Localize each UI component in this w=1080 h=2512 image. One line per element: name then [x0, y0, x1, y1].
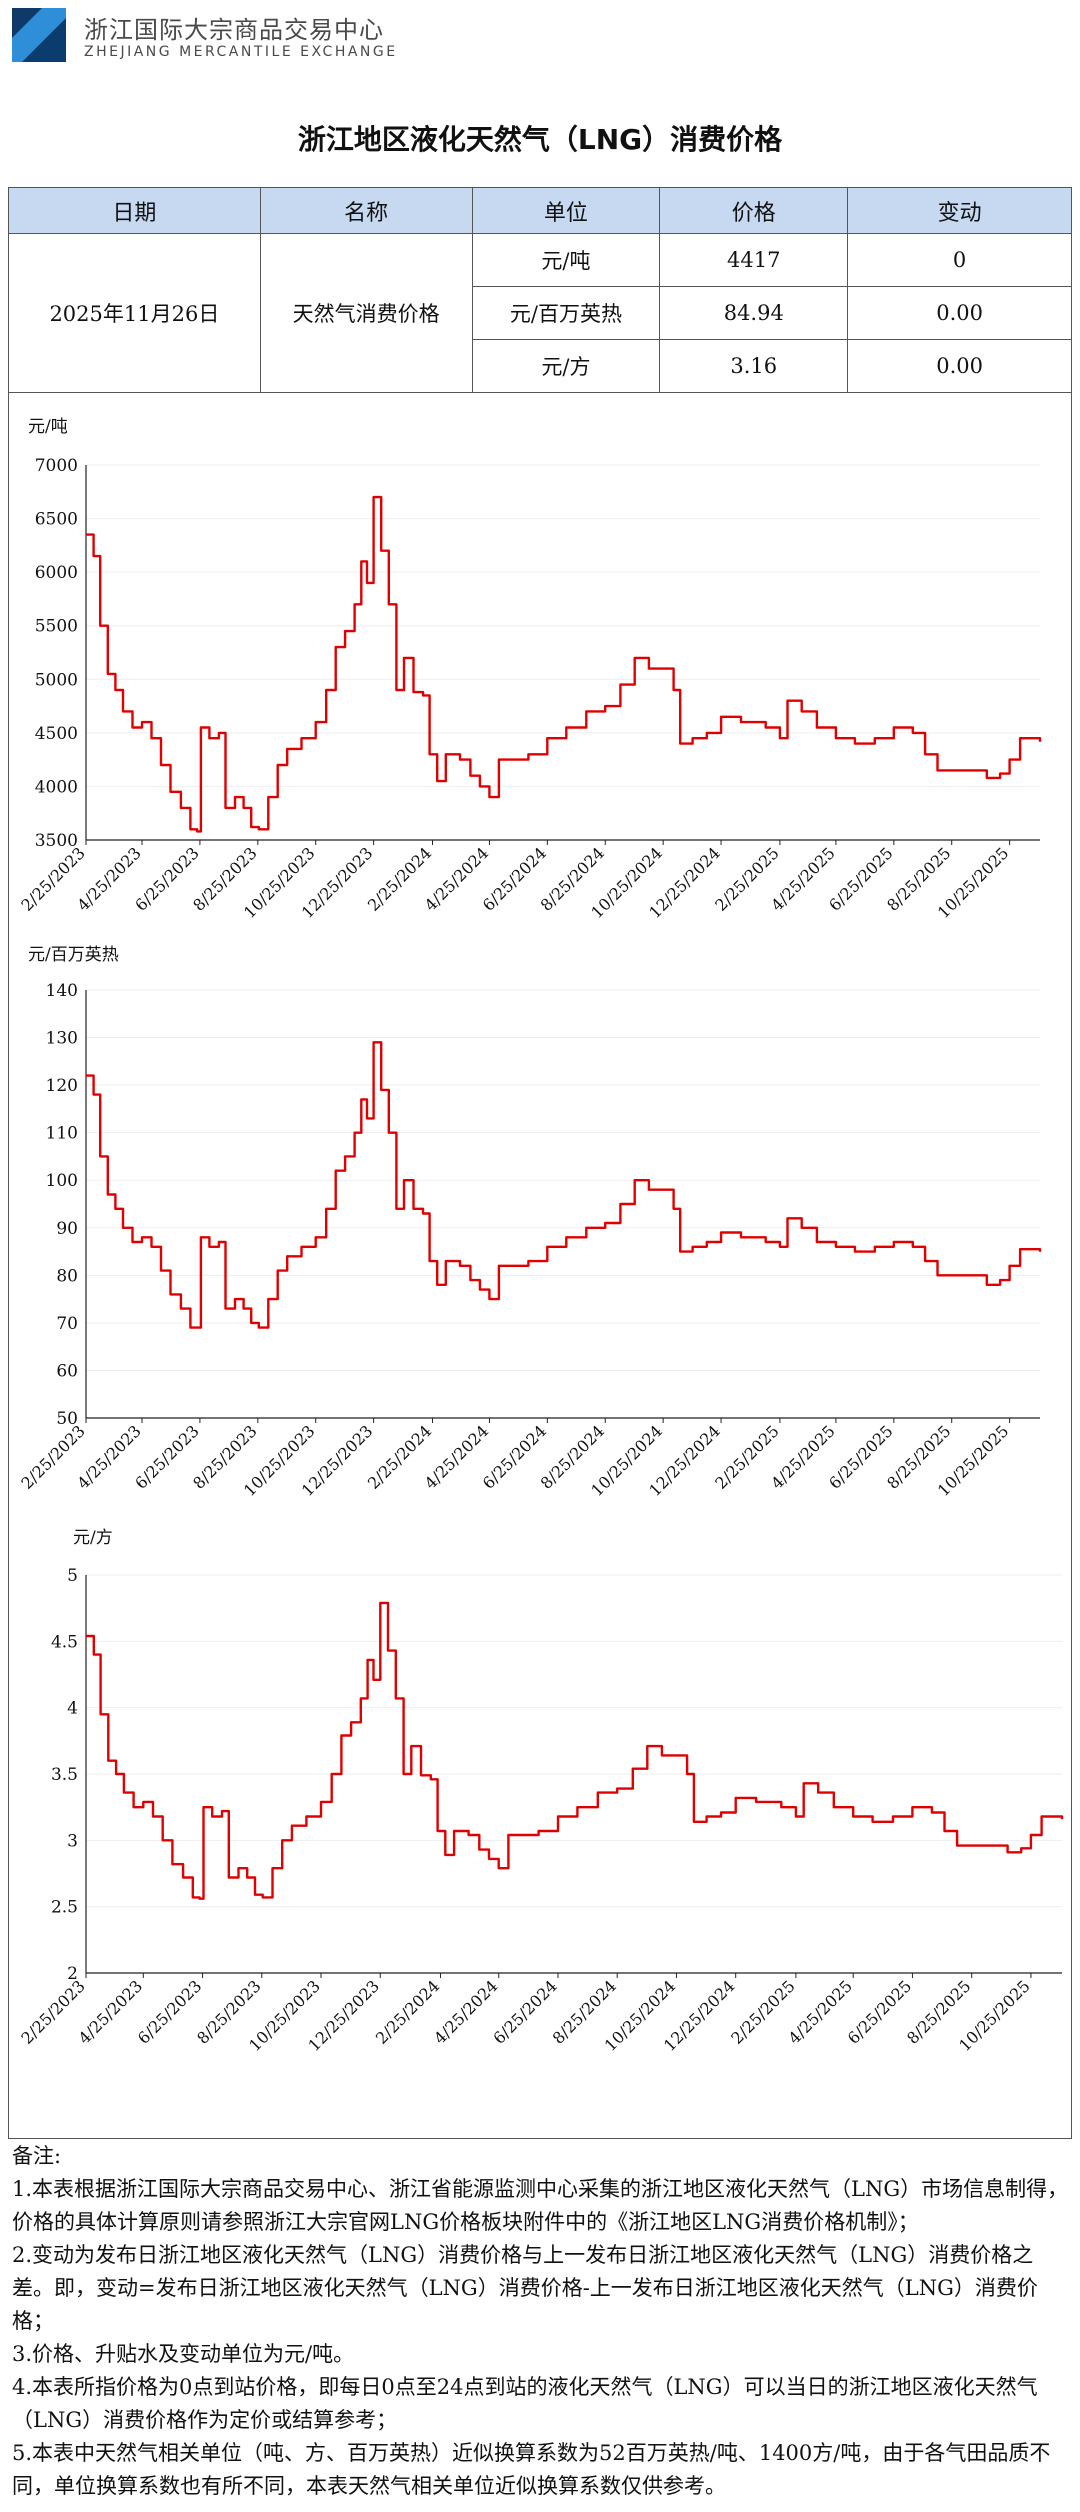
- y-tick-label: 3500: [35, 831, 78, 851]
- y-tick-label: 4500: [35, 724, 78, 744]
- y-axis-label: 元/百万英热: [28, 945, 119, 965]
- header-change: 变动: [847, 187, 1072, 234]
- price-chart-mmbtu: 5060708090100110120130140元/百万英热2/25/2023…: [17, 945, 1042, 1500]
- price-table-header: 日期 名称 单位 价格 变动: [8, 187, 1072, 234]
- y-tick-label: 4.5: [51, 1632, 78, 1652]
- y-tick-label: 140: [46, 981, 78, 1001]
- y-tick-label: 80: [56, 1266, 78, 1286]
- table-row: 元/百万英热 84.94 0.00: [9, 286, 1072, 340]
- y-tick-label: 5000: [35, 670, 78, 690]
- table-row: 元/方 3.16 0.00: [9, 339, 1072, 393]
- y-tick-label: 2: [67, 1964, 78, 1984]
- y-tick-label: 7000: [35, 456, 78, 476]
- exchange-logo-icon: [12, 8, 66, 62]
- y-tick-label: 110: [46, 1124, 78, 1144]
- header: 浙江国际大宗商品交易中心 ZHEJIANG MERCANTILE EXCHANG…: [0, 0, 1080, 90]
- y-tick-label: 6500: [35, 510, 78, 530]
- notes: 备注: 1.本表根据浙江国际大宗商品交易中心、浙江省能源监测中心采集的浙江地区液…: [12, 2140, 1072, 2503]
- header-unit: 单位: [471, 187, 661, 234]
- y-axis-label: 元/吨: [28, 417, 68, 437]
- note-item: 1.本表根据浙江国际大宗商品交易中心、浙江省能源监测中心采集的浙江地区液化天然气…: [12, 2177, 1069, 2234]
- note-item: 3.价格、升贴水及变动单位为元/吨。: [12, 2342, 355, 2366]
- cell-unit: 元/吨: [471, 233, 661, 287]
- y-tick-label: 60: [56, 1361, 78, 1381]
- y-tick-label: 3.5: [51, 1765, 78, 1785]
- cell-unit: 元/百万英热: [471, 286, 661, 340]
- price-series-line: [86, 1601, 1064, 1900]
- note-item: 2.变动为发布日浙江地区液化天然气（LNG）消费价格与上一发布日浙江地区液化天然…: [12, 2243, 1038, 2333]
- cell-price: 3.16: [659, 339, 849, 393]
- price-table: 日期 名称 单位 价格 变动 2025年11月26日 天然气消费价格 元/吨 4…: [8, 187, 1072, 393]
- y-tick-label: 6000: [35, 563, 78, 583]
- notes-heading: 备注:: [12, 2144, 62, 2168]
- note-item: 5.本表中天然气相关单位（吨、方、百万英热）近似换算系数为52百万英热/吨、14…: [12, 2441, 1051, 2498]
- org-name-en: ZHEJIANG MERCANTILE EXCHANGE: [84, 44, 398, 60]
- cell-change: 0: [847, 233, 1072, 287]
- table-row: 2025年11月26日 天然气消费价格 元/吨 4417 0: [8, 233, 1072, 393]
- y-tick-label: 50: [56, 1409, 78, 1429]
- y-tick-label: 5: [67, 1566, 78, 1586]
- y-tick-label: 4000: [35, 777, 78, 797]
- y-tick-label: 70: [56, 1314, 78, 1334]
- y-tick-label: 4: [67, 1699, 78, 1719]
- page-title: 浙江地区液化天然气（LNG）消费价格: [297, 123, 783, 156]
- y-tick-label: 90: [56, 1219, 78, 1239]
- cell-name: 天然气消费价格: [259, 233, 473, 393]
- y-tick-label: 130: [46, 1029, 78, 1049]
- y-tick-label: 100: [46, 1171, 78, 1191]
- header-date: 日期: [8, 187, 261, 234]
- cell-unit: 元/方: [471, 339, 661, 393]
- y-tick-label: 120: [46, 1076, 78, 1096]
- y-tick-label: 2.5: [51, 1898, 78, 1918]
- price-series-line: [86, 1041, 1042, 1329]
- header-name: 名称: [259, 187, 473, 234]
- org-name-cn: 浙江国际大宗商品交易中心: [84, 16, 384, 44]
- y-axis-label: 元/方: [73, 1528, 113, 1548]
- cell-change: 0.00: [847, 339, 1072, 393]
- y-tick-label: 3: [67, 1831, 78, 1851]
- cell-price: 84.94: [659, 286, 849, 340]
- price-chart-cubic: 22.533.544.55元/方2/25/20234/25/20236/25/2…: [17, 1528, 1064, 2055]
- price-chart-ton: 35004000450050005500600065007000元/吨2/25/…: [17, 417, 1042, 922]
- cell-date: 2025年11月26日: [8, 233, 261, 393]
- header-price: 价格: [659, 187, 849, 234]
- note-item: 4.本表所指价格为0点到站价格，即每日0点至24点到站的液化天然气（LNG）可以…: [12, 2375, 1038, 2432]
- y-tick-label: 5500: [35, 617, 78, 637]
- cell-price: 4417: [659, 233, 849, 287]
- cell-change: 0.00: [847, 286, 1072, 340]
- price-series-line: [86, 495, 1042, 833]
